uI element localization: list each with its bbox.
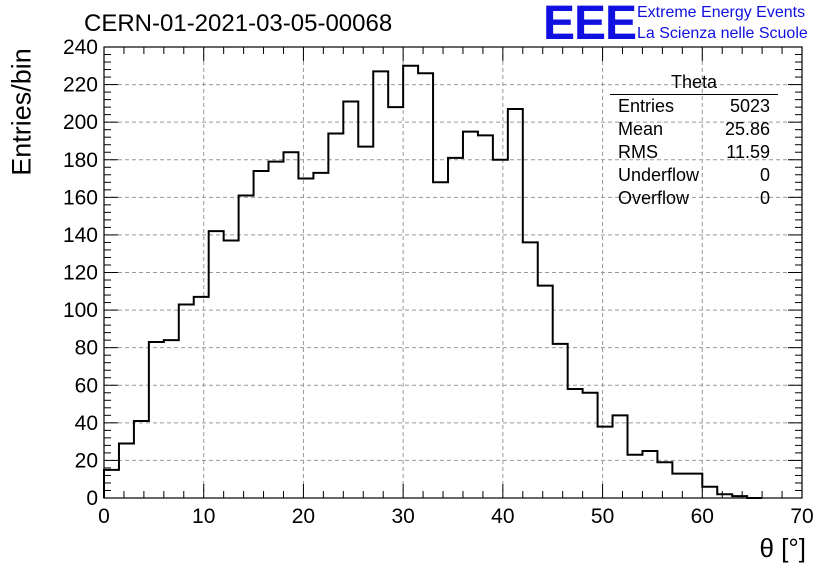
stats-value: 0	[759, 188, 770, 208]
y-tick-label: 120	[63, 262, 98, 285]
stats-row-underflow: Underflow 0	[610, 164, 778, 187]
grid-lines	[104, 47, 802, 498]
histogram-line	[103, 64, 763, 499]
y-tick-label: 60	[75, 374, 98, 397]
stats-label: Entries	[618, 96, 675, 116]
stats-row-mean: Mean 25.86	[610, 118, 778, 141]
logo-line-1: Extreme Energy Events	[637, 4, 806, 21]
chart-title: CERN-01-2021-03-05-00068	[84, 10, 393, 37]
y-tick-label: 40	[75, 412, 98, 435]
x-tick-label: 50	[591, 505, 614, 528]
x-tick-label: 0	[98, 505, 110, 528]
plot-frame	[103, 46, 803, 499]
x-tick-label: 60	[691, 505, 714, 528]
y-tick-label: 100	[63, 299, 98, 322]
y-tick-label: 140	[63, 224, 98, 247]
y-tick-label: 240	[63, 36, 98, 59]
eee-logo: EEE	[543, 0, 637, 50]
stats-row-rms: RMS 11.59	[610, 141, 778, 164]
stats-box: Theta Entries 5023 Mean 25.86 RMS 11.59 …	[610, 72, 778, 210]
stats-row-overflow: Overflow 0	[610, 187, 778, 210]
stats-label: Overflow	[618, 188, 690, 208]
x-tick-label: 10	[192, 505, 215, 528]
stats-label: Mean	[618, 119, 664, 139]
stats-value: 0	[759, 165, 770, 185]
y-tick-label: 160	[63, 186, 98, 209]
y-axis: 0 20 40 60 80 100 120 140 160 180 200 220 240	[63, 36, 802, 510]
x-tick-label: 70	[790, 505, 813, 528]
y-tick-label: 220	[63, 74, 98, 97]
y-tick-label: 0	[86, 487, 98, 510]
x-tick-label: 30	[391, 505, 414, 528]
stats-value: 11.59	[726, 142, 770, 162]
stats-label: Underflow	[618, 165, 700, 185]
x-tick-label: 20	[292, 505, 315, 528]
stats-label: RMS	[618, 142, 658, 162]
y-tick-label: 80	[75, 337, 98, 360]
y-axis-label: Entries/bin	[6, 48, 37, 176]
x-axis-label: θ [°]	[759, 533, 806, 563]
x-tick-label: 40	[491, 505, 514, 528]
y-tick-label: 180	[63, 149, 98, 172]
stats-value: 5023	[729, 96, 770, 116]
y-tick-label: 200	[63, 111, 98, 134]
y-tick-label: 20	[75, 449, 98, 472]
stats-box-title: Theta	[610, 72, 778, 95]
stats-row-entries: Entries 5023	[610, 95, 778, 118]
stats-value: 25.86	[724, 119, 770, 139]
x-axis: 0 10 20 30 40 50 60 70	[98, 47, 814, 528]
logo-line-2: La Scienza nelle Scuole	[637, 25, 808, 42]
